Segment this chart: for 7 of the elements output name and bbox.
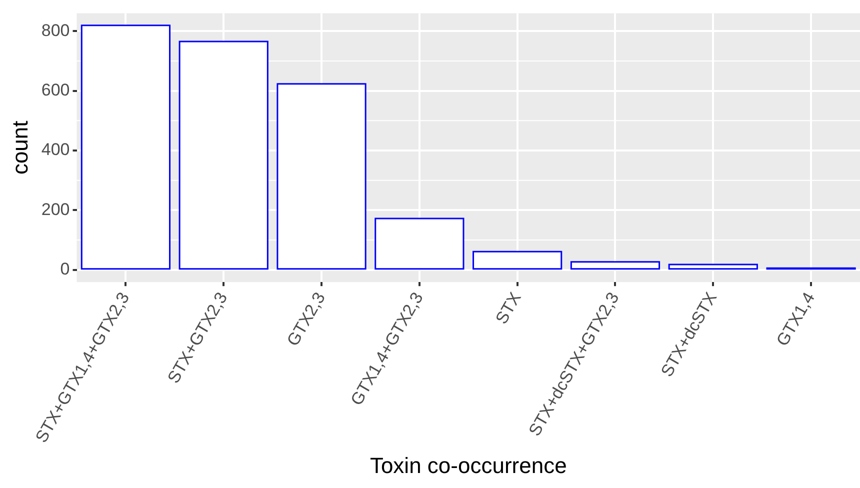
y-tick-label: 800 bbox=[41, 20, 70, 40]
y-tick-label: 600 bbox=[41, 80, 70, 100]
y-tick-label: 200 bbox=[41, 200, 70, 219]
y-axis-title: count bbox=[7, 120, 32, 175]
y-tick-label: 400 bbox=[41, 140, 70, 160]
x-axis-title: Toxin co-occurrence bbox=[370, 452, 567, 478]
y-tick-label: 0 bbox=[60, 260, 70, 279]
